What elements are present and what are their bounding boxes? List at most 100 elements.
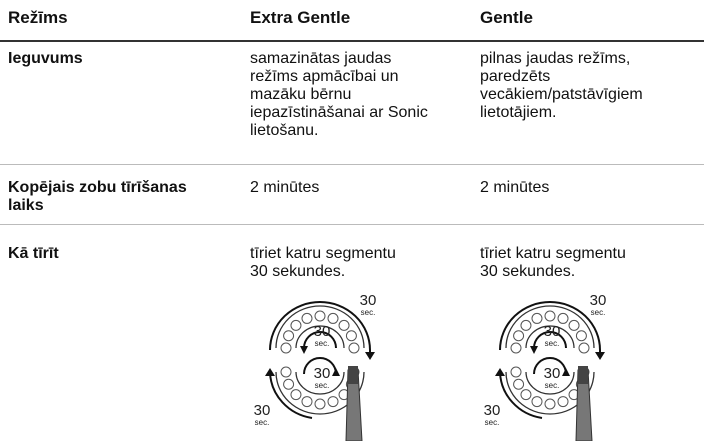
- tooth: [290, 319, 302, 331]
- tooth: [327, 312, 339, 324]
- header-rule: [0, 40, 704, 42]
- upper-arch: [275, 305, 365, 349]
- text-line: 30 sekundes.: [480, 263, 576, 280]
- tooth: [348, 342, 360, 354]
- text-line: samazinātas jaudas: [250, 50, 392, 67]
- duration-unit: sec.: [315, 381, 330, 390]
- tooth: [290, 389, 302, 401]
- lower-arch: [275, 371, 365, 415]
- tooth: [301, 312, 313, 324]
- text-line: tīriet katru segmentu: [480, 245, 626, 262]
- tooth: [280, 366, 292, 378]
- tooth: [520, 319, 532, 331]
- text-line: 2 minūtes: [480, 179, 550, 196]
- arrow: [303, 331, 337, 349]
- text-line: tīriet katru segmentu: [250, 245, 396, 262]
- duration-number: 30: [544, 365, 561, 382]
- tooth: [338, 319, 350, 331]
- cell-text: pilnas jaudas režīms, paredzēts vecākiem/p…: [480, 50, 643, 122]
- duration-unit: sec.: [361, 308, 376, 317]
- arrow: [499, 371, 543, 419]
- cell-text: 2 minūtes: [250, 179, 319, 197]
- text-line: Kā tīrīt: [8, 245, 59, 262]
- tooth: [578, 342, 590, 354]
- arrow: [533, 357, 567, 375]
- header-cell: Extra Gentle: [250, 8, 351, 27]
- arrow-head: [562, 368, 570, 376]
- duration-unit: sec.: [315, 339, 330, 348]
- tooth: [314, 398, 326, 410]
- arrow: [303, 357, 337, 375]
- arrow-head: [300, 346, 308, 354]
- tooth: [520, 389, 532, 401]
- text-line: mazāku bērnu: [250, 86, 352, 103]
- duration-unit: sec.: [545, 339, 560, 348]
- row-label: Ieguvums: [8, 50, 83, 68]
- arrow-head: [530, 346, 538, 354]
- tooth: [280, 342, 292, 354]
- cell-text: 2 minūtes: [480, 179, 549, 197]
- tooth: [510, 366, 522, 378]
- text-line: vecākiem/patstāvīgiem: [480, 86, 643, 103]
- duration-number: 30: [360, 292, 377, 309]
- text-line: iepazīstināšanai ar Sonic: [250, 104, 428, 121]
- lower-arch: [505, 371, 595, 415]
- toothbrush-head: [348, 366, 358, 384]
- duration-number: 30: [544, 323, 561, 340]
- tooth: [531, 312, 543, 324]
- text-line: lietošanu.: [250, 122, 319, 139]
- text-line: režīms apmācībai un: [250, 68, 399, 85]
- tooth: [575, 330, 587, 342]
- text-line: pilnas jaudas režīms,: [480, 50, 631, 67]
- tooth: [513, 378, 525, 390]
- row-rule: [0, 164, 704, 165]
- upper-arch: [505, 305, 595, 349]
- tooth: [327, 396, 339, 408]
- tooth: [544, 310, 556, 322]
- arrow-head: [332, 368, 340, 376]
- arrow-head: [365, 352, 375, 360]
- text-line: 2 minūtes: [250, 179, 320, 196]
- arrow-head: [495, 368, 505, 376]
- row-label: Kopējais zobu tīrīšanas laiks: [8, 179, 187, 215]
- cell-text: samazinātas jaudas režīms apmācībai un maz…: [250, 50, 428, 140]
- text-line: Ieguvums: [8, 50, 83, 67]
- arrow-head: [595, 352, 605, 360]
- row-label: Kā tīrīt: [8, 245, 59, 263]
- upper-arch: [525, 325, 575, 349]
- tooth: [314, 310, 326, 322]
- duration-number: 30: [590, 292, 607, 309]
- tooth: [301, 396, 313, 408]
- duration-number: 30: [254, 402, 271, 419]
- tooth: [557, 396, 569, 408]
- tooth: [283, 330, 295, 342]
- lower-arch: [295, 371, 345, 395]
- tooth: [557, 312, 569, 324]
- upper-arch: [295, 325, 345, 349]
- toothbrush-head: [578, 366, 588, 384]
- arrow: [499, 301, 601, 356]
- arrow: [269, 371, 313, 419]
- duration-unit: sec.: [591, 308, 606, 317]
- text-line: 30 sekundes.: [250, 263, 346, 280]
- arrow-head: [265, 368, 275, 376]
- lower-arch: [525, 371, 575, 395]
- tooth: [510, 342, 522, 354]
- cell-text: tīriet katru segmentu 30 sekundes.: [480, 245, 626, 281]
- text-line: lietotājiem.: [480, 104, 557, 121]
- cell-text: tīriet katru segmentu 30 sekundes.: [250, 245, 396, 281]
- tooth: [513, 330, 525, 342]
- tooth: [568, 319, 580, 331]
- row-rule: [0, 224, 704, 225]
- text-line: Kopējais zobu tīrīšanas: [8, 179, 187, 196]
- duration-unit: sec.: [545, 381, 560, 390]
- tooth: [544, 398, 556, 410]
- text-line: paredzēts: [480, 68, 551, 85]
- arrow: [533, 331, 567, 349]
- text-line: laiks: [8, 197, 44, 214]
- arrow: [269, 301, 371, 356]
